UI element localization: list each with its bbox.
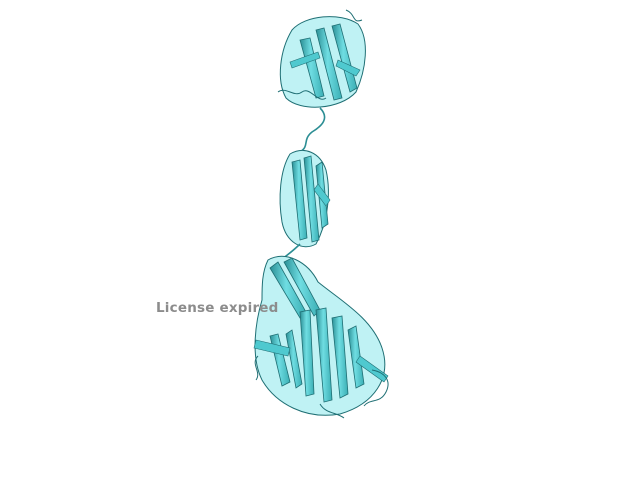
linker-1 [299,107,326,153]
domain-middle [279,150,331,248]
license-watermark: License expired [156,300,279,316]
domain-bottom [253,255,389,419]
domain-top [277,9,366,108]
